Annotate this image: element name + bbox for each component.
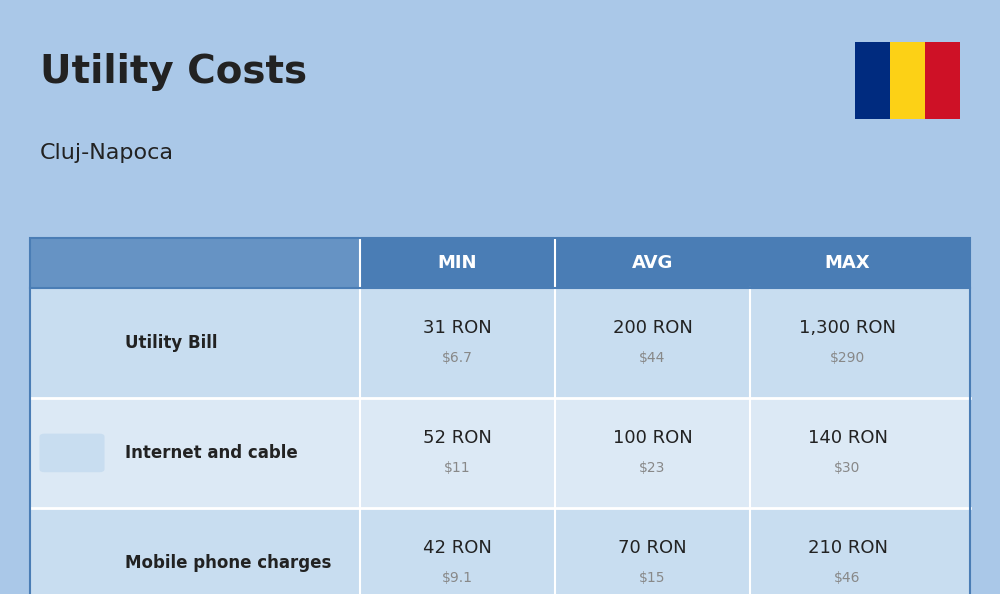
Text: Mobile phone charges: Mobile phone charges	[125, 554, 331, 572]
Text: 1,300 RON: 1,300 RON	[799, 319, 896, 337]
FancyBboxPatch shape	[360, 238, 555, 288]
Text: 140 RON: 140 RON	[808, 429, 888, 447]
Text: $44: $44	[639, 351, 666, 365]
Text: 31 RON: 31 RON	[423, 319, 492, 337]
Text: AVG: AVG	[632, 254, 673, 272]
Text: Cluj-Napoca: Cluj-Napoca	[40, 143, 174, 163]
FancyBboxPatch shape	[30, 288, 970, 398]
Text: Utility Costs: Utility Costs	[40, 53, 307, 91]
Text: Internet and cable: Internet and cable	[125, 444, 298, 462]
Text: MIN: MIN	[438, 254, 477, 272]
FancyBboxPatch shape	[855, 42, 890, 119]
Text: 70 RON: 70 RON	[618, 539, 687, 557]
Text: 210 RON: 210 RON	[808, 539, 888, 557]
Text: MAX: MAX	[825, 254, 870, 272]
Text: 42 RON: 42 RON	[423, 539, 492, 557]
Text: $46: $46	[834, 571, 861, 584]
Text: $23: $23	[639, 461, 666, 475]
Text: Utility Bill: Utility Bill	[125, 334, 218, 352]
FancyBboxPatch shape	[30, 398, 970, 508]
FancyBboxPatch shape	[40, 434, 105, 472]
FancyBboxPatch shape	[40, 324, 105, 362]
Text: 200 RON: 200 RON	[613, 319, 692, 337]
Text: 100 RON: 100 RON	[613, 429, 692, 447]
Text: $15: $15	[639, 571, 666, 584]
FancyBboxPatch shape	[925, 42, 960, 119]
FancyBboxPatch shape	[890, 42, 925, 119]
Text: $9.1: $9.1	[442, 571, 473, 584]
Text: $30: $30	[834, 461, 861, 475]
Text: $6.7: $6.7	[442, 351, 473, 365]
FancyBboxPatch shape	[40, 544, 105, 582]
Text: $290: $290	[830, 351, 865, 365]
Text: 52 RON: 52 RON	[423, 429, 492, 447]
Text: $11: $11	[444, 461, 471, 475]
FancyBboxPatch shape	[750, 238, 970, 288]
FancyBboxPatch shape	[555, 238, 750, 288]
FancyBboxPatch shape	[30, 508, 970, 594]
FancyBboxPatch shape	[30, 238, 360, 288]
